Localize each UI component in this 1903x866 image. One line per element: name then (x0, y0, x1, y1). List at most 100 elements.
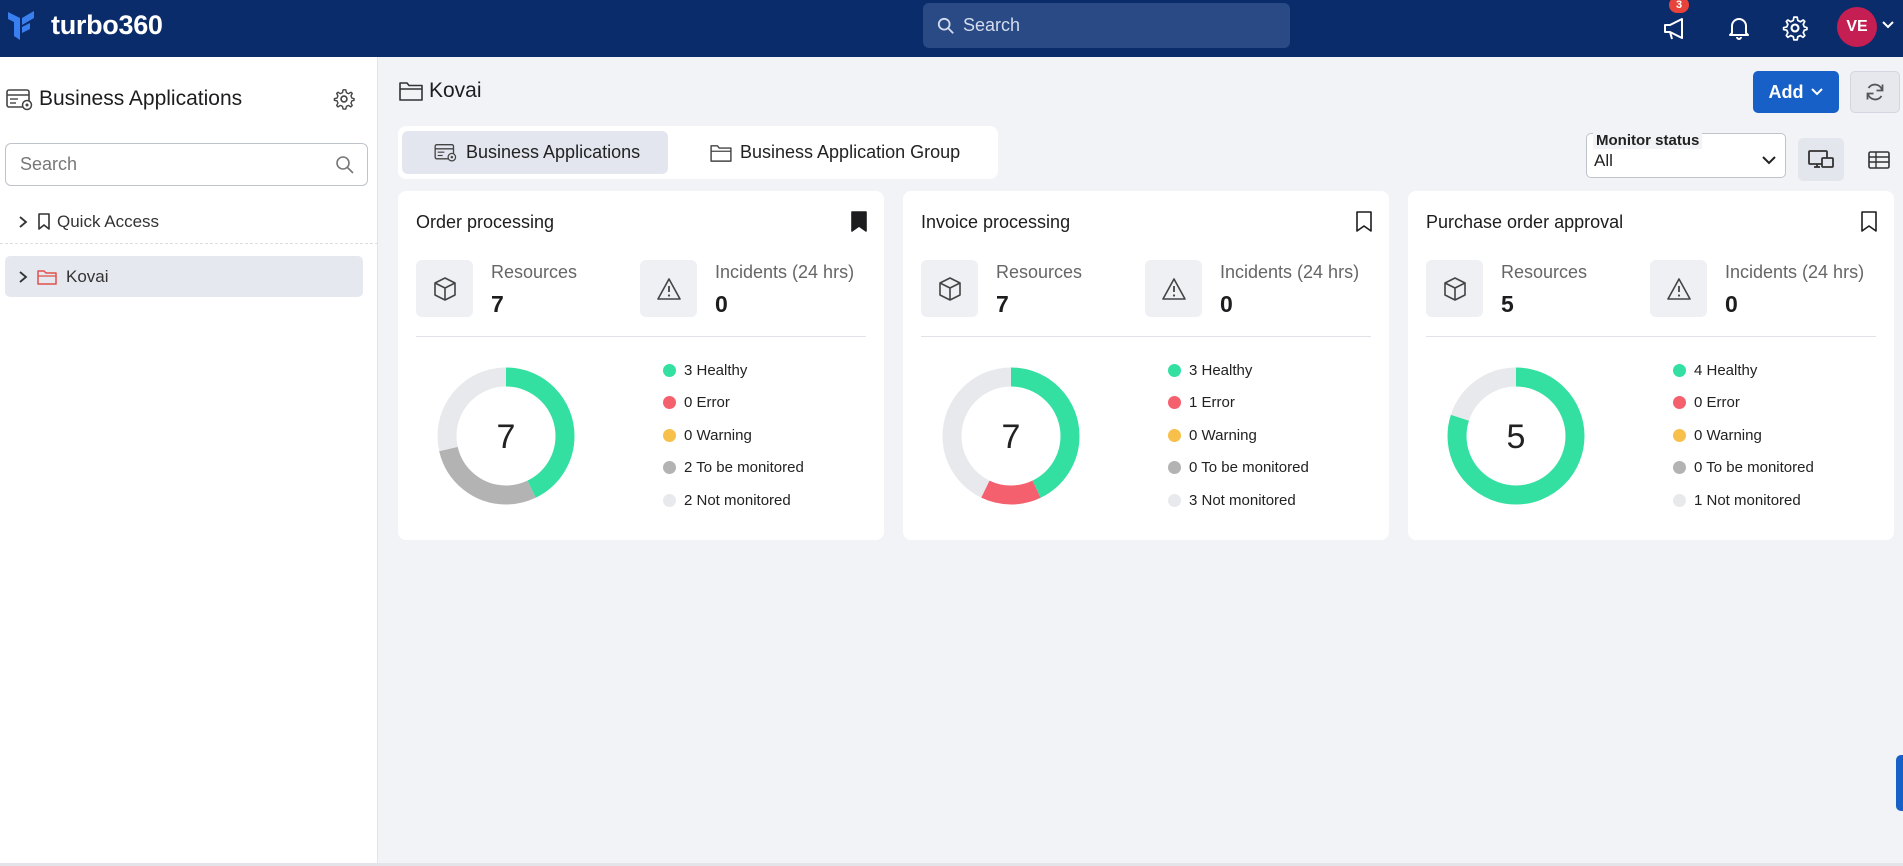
resources-stat-icon (1426, 260, 1483, 317)
legend-item[interactable]: 0 Warning (1673, 419, 1814, 452)
add-button[interactable]: Add (1753, 71, 1839, 113)
legend-item[interactable]: 0 Warning (663, 419, 804, 452)
donut-segment[interactable] (942, 367, 1080, 505)
page-title: Kovai (429, 79, 482, 102)
incidents-count: 0 (1220, 291, 1233, 317)
legend-dot (1673, 396, 1686, 410)
donut-segment[interactable] (942, 367, 1080, 505)
search-icon (937, 17, 954, 34)
monitor-status-label: Monitor status (1593, 132, 1703, 149)
status-legend: 3 Healthy 1 Error 0 Warning 0 To be monitor… (1168, 354, 1309, 517)
card-title[interactable]: Invoice processing (921, 212, 1071, 232)
legend-label: 0 Warning (1694, 426, 1762, 444)
sidebar-divider (0, 243, 378, 244)
notifications-button[interactable] (1723, 12, 1755, 44)
legend-item[interactable]: 0 Error (663, 387, 804, 420)
bottom-border (0, 863, 1903, 866)
status-donut-chart[interactable]: 7 (931, 356, 1091, 516)
tab-business-applications[interactable]: Business Applications (402, 131, 668, 174)
feedback-tab[interactable] (1896, 755, 1903, 811)
legend-item[interactable]: 0 To be monitored (1168, 452, 1309, 485)
chevron-right-icon[interactable] (17, 215, 29, 229)
sidebar-item-label: Quick Access (57, 211, 160, 231)
legend-dot (1168, 363, 1181, 377)
business-application-card[interactable]: Purchase order approval Resources 5 Inci… (1408, 191, 1894, 540)
legend-item[interactable]: 4 Healthy (1673, 354, 1814, 387)
sidebar-item-label: Kovai (66, 266, 109, 286)
card-title[interactable]: Purchase order approval (1426, 212, 1624, 232)
table-view-button[interactable] (1856, 138, 1902, 181)
cube-icon (433, 276, 456, 301)
business-application-card[interactable]: Invoice processing Resources 7 Incidents… (903, 191, 1389, 540)
donut-segment[interactable] (437, 367, 575, 505)
legend-item[interactable]: 1 Not monitored (1673, 484, 1814, 517)
tile-view-icon (1808, 149, 1834, 168)
legend-label: 2 To be monitored (684, 459, 804, 477)
legend-item[interactable]: 3 Healthy (1168, 354, 1309, 387)
refresh-icon (1866, 83, 1884, 101)
chevron-right-icon[interactable] (17, 270, 29, 284)
refresh-button[interactable] (1850, 71, 1900, 113)
tile-view-button[interactable] (1798, 138, 1844, 181)
status-legend: 3 Healthy 0 Error 0 Warning 2 To be monitor… (663, 354, 804, 517)
table-view-icon (1868, 150, 1890, 169)
folder-icon (710, 144, 732, 162)
donut-segment[interactable] (437, 367, 575, 505)
turbo360-logo-icon (8, 11, 34, 40)
legend-label: 1 Error (1189, 394, 1235, 412)
legend-dot (1673, 428, 1686, 442)
status-donut-chart[interactable]: 5 (1436, 356, 1596, 516)
sidebar-title: Business Applications (39, 87, 243, 110)
resources-count: 7 (491, 291, 504, 317)
legend-dot (1168, 461, 1181, 475)
chevron-down-icon[interactable] (1880, 17, 1896, 33)
bookmark-icon[interactable] (850, 211, 868, 233)
legend-label: 0 Warning (1189, 426, 1257, 444)
business-application-icon (434, 143, 457, 162)
global-search-input[interactable]: Search (923, 3, 1290, 48)
legend-dot (663, 396, 676, 410)
sidebar-item-kovai[interactable]: Kovai (5, 256, 363, 297)
monitor-status-value: All (1594, 151, 1613, 170)
legend-item[interactable]: 3 Not monitored (1168, 484, 1309, 517)
business-application-card[interactable]: Order processing Resources 7 Incidents (… (398, 191, 884, 540)
gear-icon (1782, 16, 1808, 41)
legend-item[interactable]: 0 Warning (1168, 419, 1309, 452)
settings-button[interactable] (1779, 12, 1811, 44)
legend-dot (1168, 396, 1181, 410)
resources-label: Resources (491, 262, 578, 282)
donut-segment[interactable] (1447, 367, 1585, 505)
legend-item[interactable]: 0 To be monitored (1673, 452, 1814, 485)
legend-label: 3 Healthy (1189, 361, 1253, 379)
global-search-placeholder: Search (963, 15, 1021, 35)
user-avatar[interactable]: VE (1837, 7, 1877, 47)
legend-dot (1168, 428, 1181, 442)
legend-item[interactable]: 3 Healthy (663, 354, 804, 387)
cube-icon (938, 276, 961, 301)
app-logo[interactable]: turbo360 (6, 8, 163, 42)
card-title[interactable]: Order processing (416, 212, 555, 232)
incidents-label: Incidents (24 hrs) (715, 262, 855, 282)
sidebar-item-quick-access[interactable]: Quick Access (5, 201, 363, 242)
legend-item[interactable]: 0 Error (1673, 387, 1814, 420)
tab-business-application-group[interactable]: Business Application Group (710, 131, 960, 174)
incidents-count: 0 (715, 291, 728, 317)
resources-label: Resources (1501, 262, 1588, 282)
status-donut-chart[interactable]: 7 (426, 356, 586, 516)
bookmark-icon[interactable] (1860, 211, 1878, 233)
legend-item[interactable]: 1 Error (1168, 387, 1309, 420)
announcements-button[interactable] (1660, 12, 1692, 44)
bookmark-icon[interactable] (1355, 211, 1373, 233)
legend-dot (663, 493, 676, 507)
incidents-stat-icon (1650, 260, 1707, 317)
legend-label: 3 Not monitored (1189, 491, 1296, 509)
resources-count: 7 (996, 291, 1009, 317)
legend-item[interactable]: 2 Not monitored (663, 484, 804, 517)
gear-icon[interactable] (333, 88, 355, 110)
legend-item[interactable]: 2 To be monitored (663, 452, 804, 485)
sidebar-search-input[interactable]: Search (5, 143, 368, 186)
legend-dot (1168, 493, 1181, 507)
donut-total: 7 (1002, 418, 1021, 456)
notification-count-badge: 3 (1669, 0, 1689, 13)
cube-icon (1443, 276, 1466, 301)
